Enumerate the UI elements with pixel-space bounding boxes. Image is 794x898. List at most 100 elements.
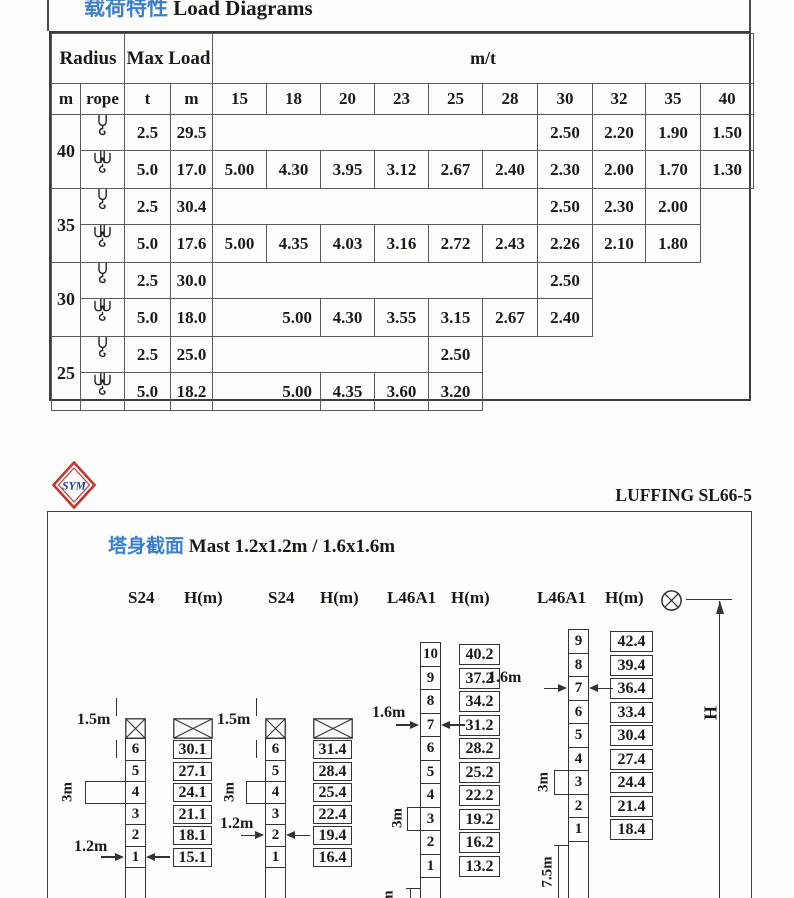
double-hook-icon [80, 224, 125, 263]
void-cell [593, 263, 754, 299]
load-value-cell: 1.80 [645, 224, 701, 263]
load-value-cell: 5.00 [212, 150, 267, 189]
load-value-cell: 3.20 [428, 372, 483, 411]
svg-text:SYM: SYM [62, 481, 86, 493]
load-value-cell: 2.67 [428, 150, 483, 189]
cutoff-box-right-rule [749, 0, 751, 31]
load-diagram-table-wrap: Radius Max Load m/t m rope t m 15 18 20 23 25 28 30 32… [49, 31, 755, 411]
max-load-m-cell: 30.4 [170, 188, 213, 225]
col-header-radius: Radius [51, 33, 125, 84]
load-value-cell: 1.70 [645, 150, 701, 189]
section-title-en: Load Diagrams [173, 0, 313, 20]
col-header-mt: m/t [211, 33, 755, 84]
load-value-cell: 4.30 [320, 298, 375, 337]
max-load-t-cell: 5.0 [124, 150, 171, 189]
cutoff-box-left-rule [47, 0, 49, 31]
load-value-cell: 2.40 [537, 298, 593, 337]
load-value-cell: 1.90 [645, 114, 701, 151]
col-header-max-load: Max Load [124, 33, 213, 84]
col-subheader-radius-20: 20 [320, 83, 375, 115]
load-value-cell: 3.60 [374, 372, 429, 411]
load-value-cell: 3.95 [320, 150, 375, 189]
void-cell [701, 189, 754, 225]
max-load-m-cell: 18.2 [170, 372, 213, 411]
void-cell [701, 225, 754, 263]
load-value-cell: 5.00 [212, 372, 321, 411]
load-value-cell: 3.15 [428, 298, 483, 337]
load-value-cell: 4.03 [320, 224, 375, 263]
max-load-t-cell: 5.0 [124, 372, 171, 411]
col-subheader-radius-32: 32 [592, 83, 646, 115]
load-value-cell: 2.40 [482, 150, 538, 189]
col-subheader-m: m [51, 83, 81, 115]
max-load-m-cell: 30.0 [170, 262, 213, 299]
load-value-cell: 5.00 [212, 298, 321, 337]
blank-cell [212, 114, 538, 151]
load-value-cell: 2.00 [645, 188, 701, 225]
load-value-cell: 4.35 [320, 372, 375, 411]
radius-cell-30: 30 [51, 262, 81, 337]
radius-cell-35: 35 [51, 188, 81, 263]
max-load-m-cell: 18.0 [170, 298, 213, 337]
section-title-zh: 载荷特性 [84, 0, 168, 20]
load-value-cell: 2.50 [537, 262, 593, 299]
mast-title-en: Mast 1.2x1.2m / 1.6x1.6m [188, 536, 396, 557]
col-subheader-radius-40: 40 [699, 83, 755, 115]
load-value-cell: 5.00 [212, 224, 267, 263]
model-name: LUFFING SL66-5 [615, 485, 752, 505]
load-diagram-table: Radius Max Load m/t m rope t m 15 18 20 23 25 28 30 32… [51, 33, 755, 411]
max-load-t-cell: 5.0 [124, 298, 171, 337]
col-subheader-m: m [170, 83, 213, 115]
max-load-t-cell: 2.5 [124, 114, 171, 151]
load-value-cell: 2.50 [428, 336, 483, 373]
max-load-t-cell: 5.0 [124, 224, 171, 263]
load-value-cell: 2.72 [428, 224, 483, 263]
max-load-m-cell: 29.5 [170, 114, 213, 151]
load-value-cell: 4.35 [266, 224, 321, 263]
col-subheader-radius-25: 25 [428, 83, 483, 115]
load-value-cell: 2.43 [482, 224, 538, 263]
single-hook-icon [80, 336, 125, 373]
load-value-cell: 1.50 [699, 114, 755, 151]
mast-title-zh: 塔身截面 [108, 536, 185, 557]
void-cell [593, 299, 754, 337]
col-subheader-radius-15: 15 [212, 83, 267, 115]
col-subheader-radius-18: 18 [266, 83, 321, 115]
col-subheader-radius-23: 23 [374, 83, 429, 115]
load-value-cell: 2.50 [537, 188, 593, 225]
sym-logo-icon: SYM [51, 460, 97, 510]
max-load-m-cell: 17.0 [170, 150, 213, 189]
radius-cell-40: 40 [51, 114, 81, 189]
blank-cell [212, 262, 538, 299]
mast-section-box [47, 511, 752, 898]
max-load-t-cell: 2.5 [124, 262, 171, 299]
max-load-t-cell: 2.5 [124, 188, 171, 225]
load-value-cell: 2.20 [592, 114, 646, 151]
load-value-cell: 3.16 [374, 224, 429, 263]
load-value-cell: 1.30 [699, 150, 755, 189]
col-subheader-radius-30: 30 [537, 83, 593, 115]
single-hook-icon [80, 262, 125, 299]
sym-logo: SYM [51, 460, 97, 510]
load-value-cell: 2.10 [592, 224, 646, 263]
radius-cell-25: 25 [51, 336, 81, 411]
load-value-cell: 2.67 [482, 298, 538, 337]
col-subheader-radius-28: 28 [482, 83, 538, 115]
max-load-m-cell: 17.6 [170, 224, 213, 263]
load-value-cell: 3.55 [374, 298, 429, 337]
col-subheader-t: t [124, 83, 171, 115]
load-value-cell: 2.00 [592, 150, 646, 189]
double-hook-icon [80, 298, 125, 337]
blank-cell [212, 188, 538, 225]
load-value-cell: 4.30 [266, 150, 321, 189]
load-value-cell: 2.26 [537, 224, 593, 263]
col-subheader-radius-35: 35 [645, 83, 701, 115]
max-load-m-cell: 25.0 [170, 336, 213, 373]
load-value-cell: 2.30 [537, 150, 593, 189]
load-value-cell: 3.12 [374, 150, 429, 189]
section-title: 载荷特性 Load Diagrams [84, 0, 313, 22]
double-hook-icon [80, 372, 125, 411]
col-subheader-rope: rope [80, 83, 125, 115]
mast-title: 塔身截面 Mast 1.2x1.2m / 1.6x1.6m [108, 531, 395, 558]
